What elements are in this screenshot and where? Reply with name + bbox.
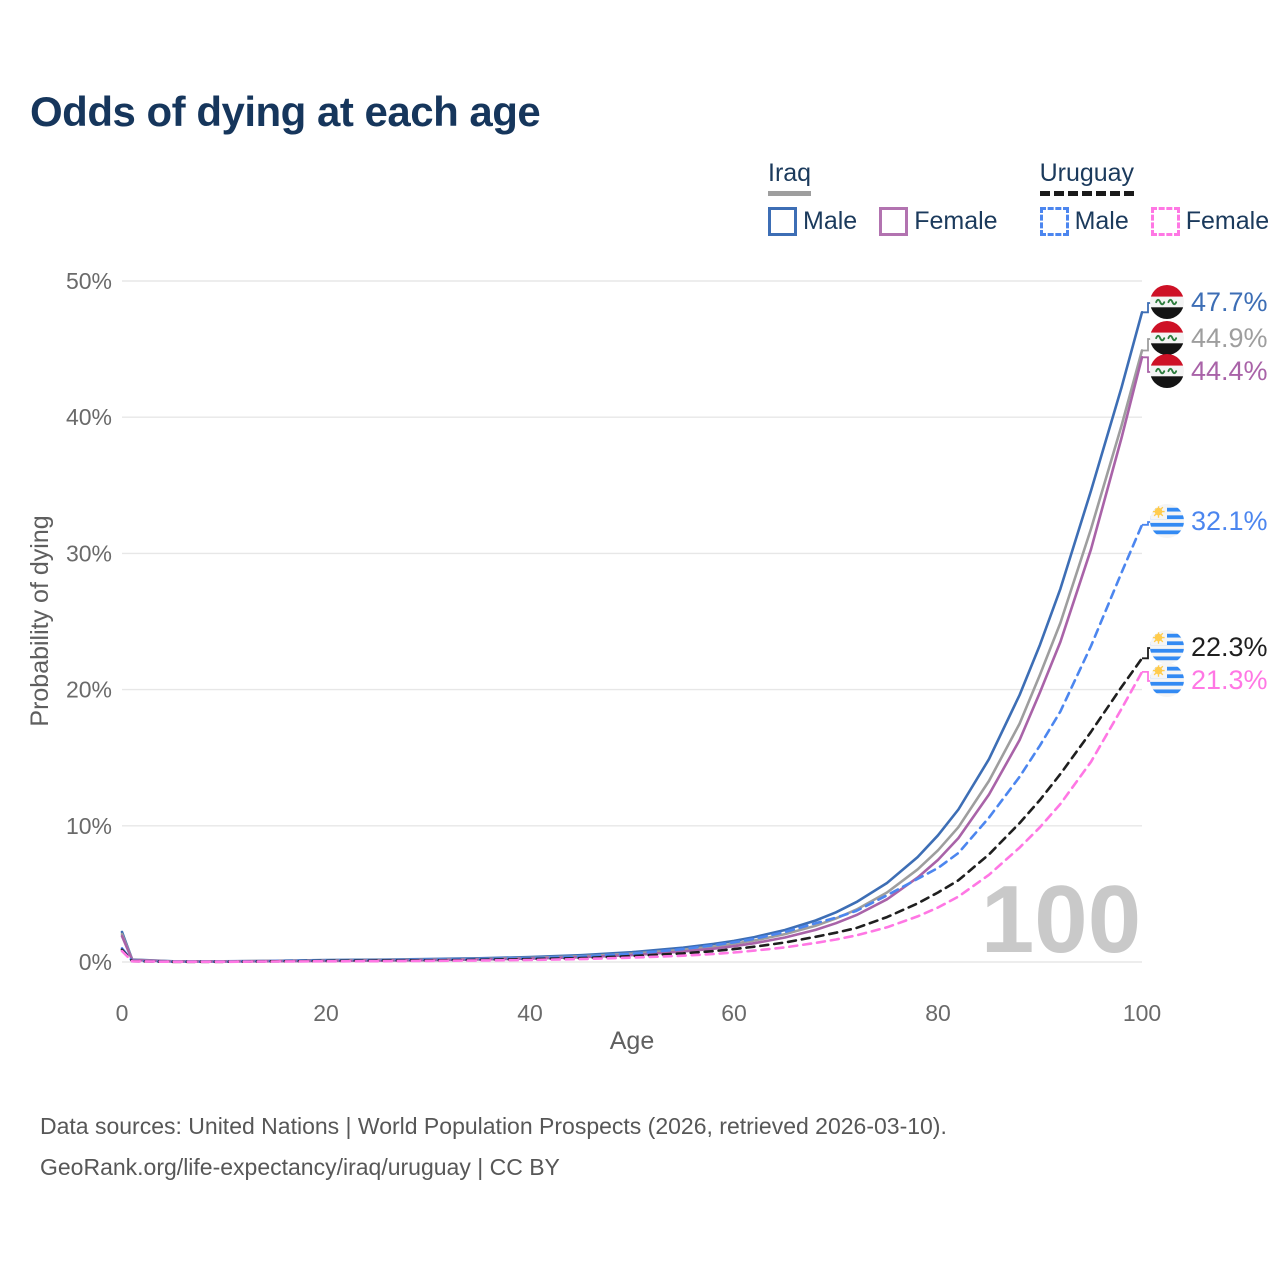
connector-uruguay-male: [1142, 521, 1153, 526]
legend-swatch-icon: [1039, 206, 1069, 236]
x-tick-100: 100: [1123, 1000, 1161, 1026]
y-tick-10: 10%: [66, 813, 112, 839]
legend-country-iraq: Iraq: [768, 159, 812, 196]
x-tick-40: 40: [517, 1000, 543, 1026]
series-line-iraq-male: [120, 311, 1144, 963]
connector-uruguay-female: [1142, 671, 1153, 682]
y-tick-40: 40%: [66, 404, 112, 430]
legend-item-label: Female: [914, 206, 998, 235]
y-tick-0: 0%: [79, 949, 112, 975]
legend-item-label: Male: [1074, 206, 1129, 235]
legend-item-label: Female: [1185, 206, 1270, 235]
legend-item-uruguay-male: Male: [1039, 206, 1129, 236]
legend-country-uruguay: Uruguay: [1039, 159, 1135, 196]
footer-data-sources: Data sources: United Nations | World Pop…: [40, 1113, 947, 1139]
page-title: Odds of dying at each age: [30, 88, 541, 135]
y-tick-30: 30%: [66, 540, 112, 566]
x-axis-tick-labels: 0 20 40 60 80 100: [116, 1000, 1162, 1026]
chart-legend: Iraq Male Female Uruguay Male Female: [768, 159, 1270, 236]
legend-item-iraq-male: Male: [768, 206, 858, 236]
gridlines: [122, 280, 1142, 963]
x-tick-20: 20: [313, 1000, 339, 1026]
end-label-connectors: [1142, 302, 1153, 682]
footer-attribution: GeoRank.org/life-expectancy/iraq/uruguay…: [40, 1154, 560, 1180]
footer: Data sources: United Nations | World Pop…: [40, 1106, 947, 1188]
legend-swatch-icon: [879, 206, 909, 236]
legend-item-iraq-female: Female: [879, 206, 998, 236]
x-tick-80: 80: [925, 1000, 951, 1026]
legend-swatch-icon: [1150, 206, 1180, 236]
y-tick-50: 50%: [66, 268, 112, 294]
connector-uruguay-both-sexes: [1142, 647, 1153, 660]
age-watermark: 100: [981, 866, 1141, 973]
series-line-uruguay-female: [120, 670, 1144, 964]
legend-group-uruguay: Uruguay Male Female: [1039, 159, 1270, 236]
connector-iraq-female: [1142, 356, 1153, 373]
series-lines: [120, 311, 1144, 964]
legend-item-uruguay-female: Female: [1150, 206, 1270, 236]
legend-group-iraq: Iraq Male Female: [768, 159, 998, 236]
x-axis-title: Age: [610, 1027, 654, 1055]
x-tick-0: 0: [116, 1000, 129, 1026]
legend-item-label: Male: [803, 206, 858, 235]
series-line-uruguay-both-sexes: [120, 657, 1144, 964]
connector-iraq-male: [1142, 302, 1153, 314]
y-axis-tick-labels: 0% 10% 20% 30% 40% 50%: [66, 268, 112, 975]
connector-iraq-both-sexes: [1142, 338, 1153, 352]
legend-swatch-icon: [768, 206, 797, 236]
y-tick-20: 20%: [66, 677, 112, 703]
y-axis-title: Probability of dying: [26, 515, 54, 726]
x-tick-60: 60: [721, 1000, 747, 1026]
